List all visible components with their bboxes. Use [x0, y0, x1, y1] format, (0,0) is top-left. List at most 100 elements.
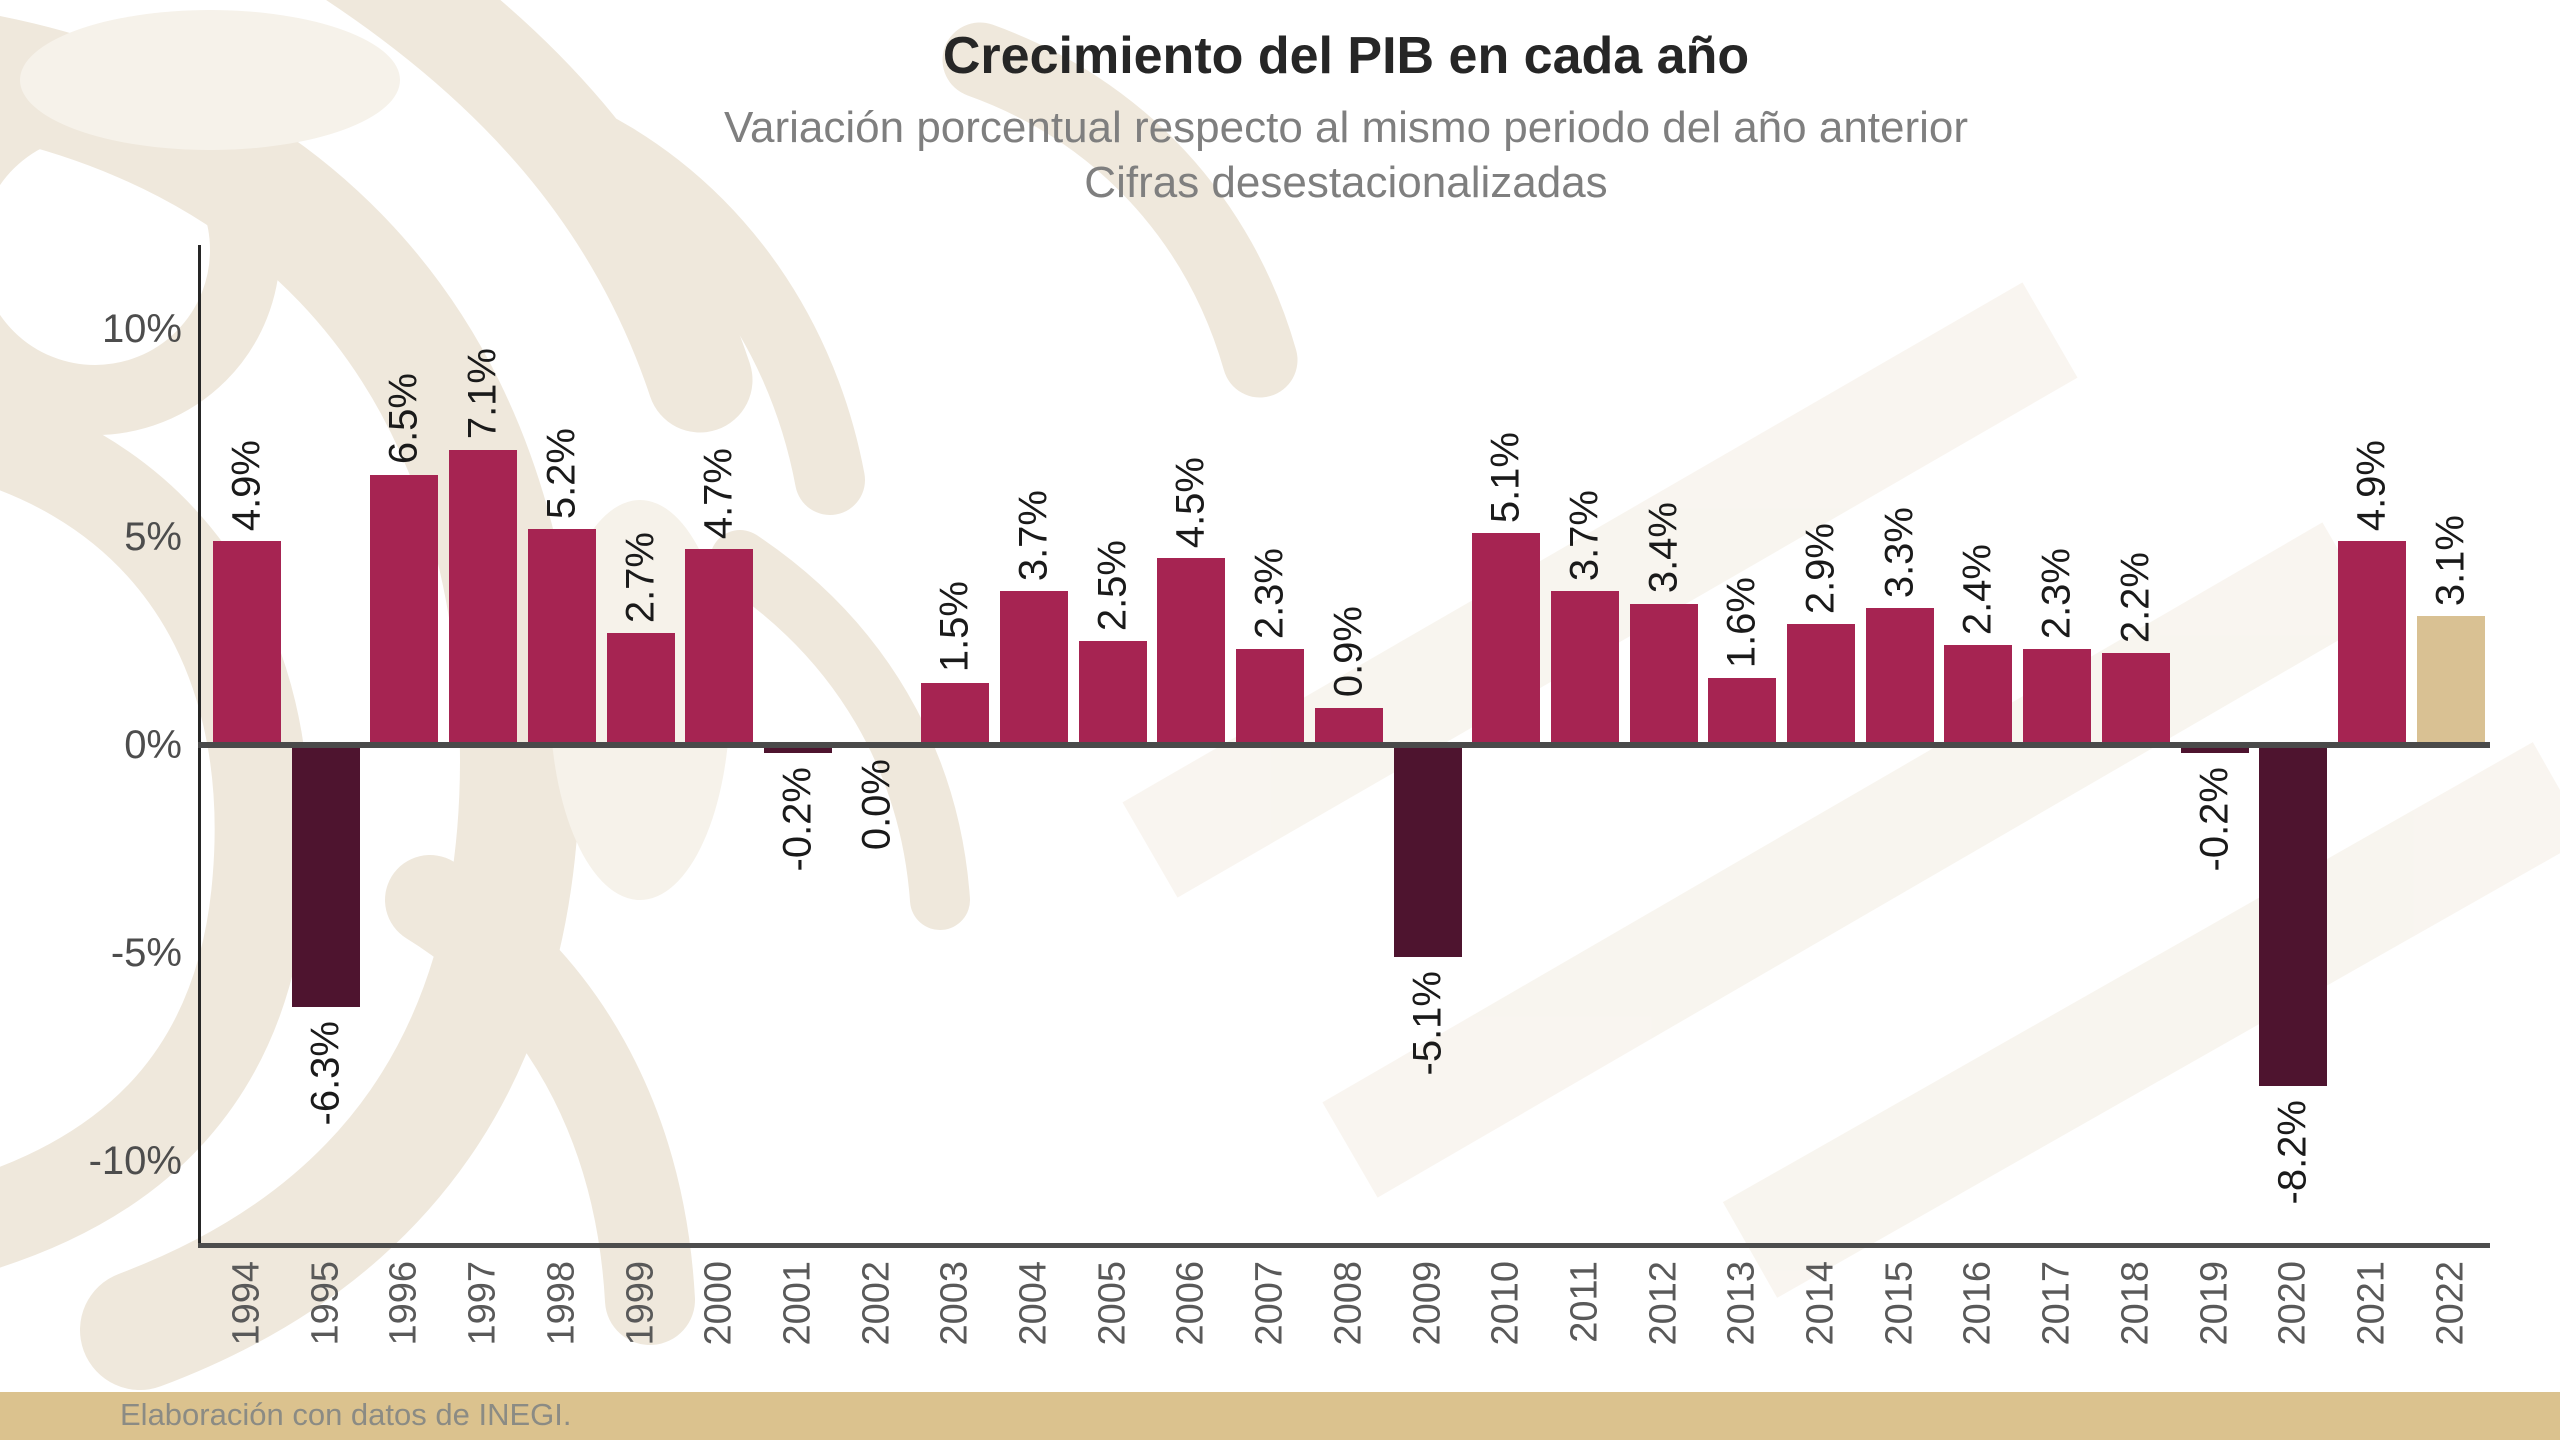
- x-tick-2010: 2010: [1484, 1261, 1527, 1346]
- data-label-2010: 5.1%: [1483, 431, 1528, 523]
- x-tick-2009: 2009: [1406, 1261, 1448, 1346]
- data-label-2015: 3.3%: [1877, 506, 1922, 598]
- x-tick-2004: 2004: [1012, 1261, 1055, 1346]
- bar-1998: [527, 528, 596, 745]
- bar-2007: [1236, 649, 1305, 745]
- data-label-2020: -8.2%: [2270, 1100, 2315, 1205]
- x-tick-2019: 2019: [2193, 1261, 2235, 1346]
- data-label-1996: 6.5%: [381, 373, 426, 465]
- bar-1999: [606, 632, 675, 745]
- bar-2011: [1550, 591, 1619, 745]
- bar-2001: [763, 745, 832, 754]
- chart-subtitle-line2: Cifras desestacionalizadas: [1084, 158, 1608, 207]
- x-tick-2022: 2022: [2429, 1261, 2472, 1346]
- x-tick-2014: 2014: [1799, 1261, 1842, 1346]
- x-tick-2020: 2020: [2271, 1261, 2314, 1346]
- data-label-2014: 2.9%: [1798, 523, 1843, 615]
- footer-band: [0, 1392, 2560, 1440]
- bar-1995: [291, 745, 360, 1008]
- bar-2004: [1000, 591, 1068, 745]
- bar-2010: [1472, 532, 1541, 745]
- data-label-2019: -0.2%: [2192, 767, 2236, 872]
- data-label-2013: 1.6%: [1719, 577, 1764, 669]
- data-label-2000: 4.7%: [696, 448, 741, 540]
- bar-2019: [2180, 745, 2249, 754]
- y-tick--10%: -10%: [88, 1139, 182, 1183]
- x-tick-1997: 1997: [461, 1261, 504, 1346]
- bar-2015: [1865, 607, 1934, 745]
- bar-2014: [1787, 624, 1855, 745]
- x-tick-2011: 2011: [1563, 1261, 1606, 1343]
- data-label-2005: 2.5%: [1090, 539, 1135, 631]
- bar-2009: [1393, 745, 1462, 958]
- data-label-2012: 3.4%: [1641, 502, 1686, 594]
- x-tick-2018: 2018: [2114, 1261, 2157, 1346]
- data-label-2004: 3.7%: [1011, 489, 1056, 582]
- x-tick-1998: 1998: [540, 1261, 583, 1346]
- x-tick-2015: 2015: [1878, 1261, 1921, 1346]
- bar-2000: [685, 549, 754, 745]
- chart-title: Crecimiento del PIB en cada año: [942, 27, 1750, 85]
- x-tick-2006: 2006: [1169, 1261, 1212, 1346]
- zero-gridline: [198, 742, 2490, 748]
- x-tick-2001: 2001: [776, 1261, 819, 1346]
- x-tick-2002: 2002: [855, 1261, 898, 1346]
- bar-2020: [2259, 745, 2328, 1087]
- x-tick-2008: 2008: [1327, 1261, 1370, 1346]
- y-tick--5%: -5%: [110, 931, 182, 975]
- data-label-1998: 5.2%: [539, 427, 584, 519]
- footer-source-text: Elaboración con datos de INEGI.: [120, 1397, 572, 1432]
- x-tick-2013: 2013: [1720, 1261, 1763, 1346]
- data-label-2016: 2.4%: [1955, 544, 2000, 636]
- bar-1997: [449, 449, 518, 745]
- data-label-1999: 2.7%: [618, 531, 662, 623]
- bar-2012: [1629, 603, 1698, 745]
- chart-subtitle: Variación porcentual respecto al mismo p…: [200, 100, 2492, 210]
- x-tick-2017: 2017: [2035, 1261, 2078, 1346]
- bar-2017: [2023, 649, 2092, 745]
- bar-2008: [1314, 707, 1383, 745]
- x-tick-2016: 2016: [1956, 1261, 1999, 1346]
- x-tick-2000: 2000: [697, 1261, 740, 1346]
- chart-subtitle-line1: Variación porcentual respecto al mismo p…: [723, 103, 1969, 152]
- bar-2016: [1944, 645, 2013, 745]
- data-label-2003: 1.5%: [932, 581, 977, 673]
- data-label-2006: 4.5%: [1168, 456, 1213, 548]
- data-label-2001: -0.2%: [775, 767, 820, 872]
- x-tick-1999: 1999: [619, 1261, 661, 1346]
- bar-1996: [370, 474, 439, 745]
- data-label-2018: 2.2%: [2113, 552, 2158, 644]
- y-tick-0%: 0%: [124, 723, 182, 767]
- data-label-1994: 4.9%: [224, 440, 269, 532]
- x-tick-1994: 1994: [225, 1261, 268, 1346]
- data-label-1997: 7.1%: [460, 348, 505, 440]
- x-tick-2021: 2021: [2350, 1261, 2393, 1346]
- y-tick-5%: 5%: [124, 515, 182, 559]
- x-tick-2005: 2005: [1091, 1261, 1134, 1346]
- data-label-2002: 0.0%: [854, 759, 899, 851]
- x-tick-1995: 1995: [304, 1261, 347, 1346]
- bar-2022: [2416, 616, 2485, 745]
- data-label-2017: 2.3%: [2034, 548, 2079, 640]
- bar-1994: [213, 541, 281, 745]
- bar-2005: [1078, 641, 1147, 745]
- bar-2006: [1157, 557, 1226, 745]
- bar-2021: [2337, 541, 2406, 745]
- data-label-2007: 2.3%: [1247, 548, 1292, 640]
- x-tick-2012: 2012: [1642, 1261, 1685, 1346]
- data-label-2009: -5.1%: [1405, 971, 1449, 1076]
- bar-2018: [2101, 653, 2170, 745]
- data-label-2008: 0.9%: [1326, 606, 1371, 698]
- x-tick-2007: 2007: [1248, 1261, 1291, 1346]
- x-tick-1996: 1996: [382, 1261, 425, 1346]
- data-label-2011: 3.7%: [1562, 489, 1607, 582]
- y-tick-10%: 10%: [101, 307, 182, 351]
- data-label-1995: -6.3%: [303, 1021, 348, 1126]
- x-tick-2003: 2003: [933, 1261, 976, 1346]
- data-label-2022: 3.1%: [2428, 514, 2473, 607]
- x-axis-baseline: [198, 1243, 2490, 1248]
- bar-2013: [1708, 678, 1777, 745]
- bar-2003: [921, 682, 990, 745]
- data-label-2021: 4.9%: [2349, 440, 2394, 532]
